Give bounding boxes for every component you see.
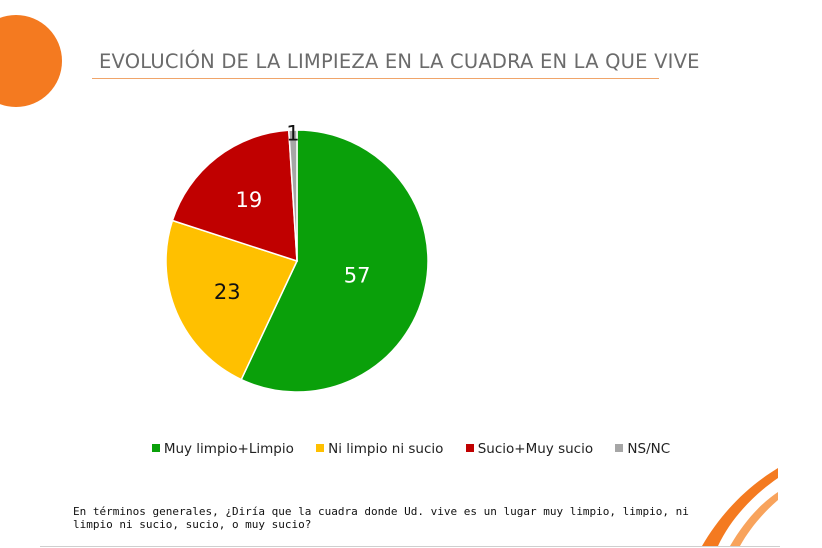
chart-legend: Muy limpio+Limpio Ni limpio ni sucio Suc… bbox=[0, 441, 822, 457]
legend-item-muy-limpio: Muy limpio+Limpio bbox=[151, 441, 294, 457]
bottom-divider bbox=[40, 546, 780, 547]
title-underline bbox=[92, 78, 659, 79]
legend-swatch-muy-limpio bbox=[151, 444, 160, 452]
legend-label-ni-limpio: Ni limpio ni sucio bbox=[328, 441, 444, 457]
legend-item-nsnc: NS/NC bbox=[615, 441, 670, 457]
survey-question: En términos generales, ¿Diría que la cua… bbox=[73, 505, 689, 531]
legend-swatch-nsnc bbox=[615, 444, 624, 452]
pie-slice-label: 1 bbox=[286, 122, 299, 146]
legend-label-nsnc: NS/NC bbox=[627, 441, 671, 457]
legend-swatch-sucio bbox=[465, 444, 474, 452]
legend-item-sucio: Sucio+Muy sucio bbox=[465, 441, 594, 457]
pie-slice bbox=[165, 219, 299, 381]
pie-slice-label: 19 bbox=[235, 188, 262, 212]
pie-slice bbox=[171, 129, 298, 263]
legend-label-sucio: Sucio+Muy sucio bbox=[477, 441, 594, 457]
pie-slice-label: 23 bbox=[214, 280, 241, 304]
orange-swoosh-decoration bbox=[702, 468, 778, 546]
legend-label-muy-limpio: Muy limpio+Limpio bbox=[163, 441, 294, 457]
page-title: EVOLUCIÓN DE LA LIMPIEZA EN LA CUADRA EN… bbox=[99, 50, 700, 73]
legend-swatch-ni-limpio bbox=[316, 444, 325, 452]
pie-slice bbox=[240, 129, 429, 393]
legend-item-ni-limpio: Ni limpio ni sucio bbox=[316, 441, 443, 457]
pie-slice-label: 57 bbox=[344, 263, 371, 287]
pie-slice bbox=[287, 129, 298, 262]
